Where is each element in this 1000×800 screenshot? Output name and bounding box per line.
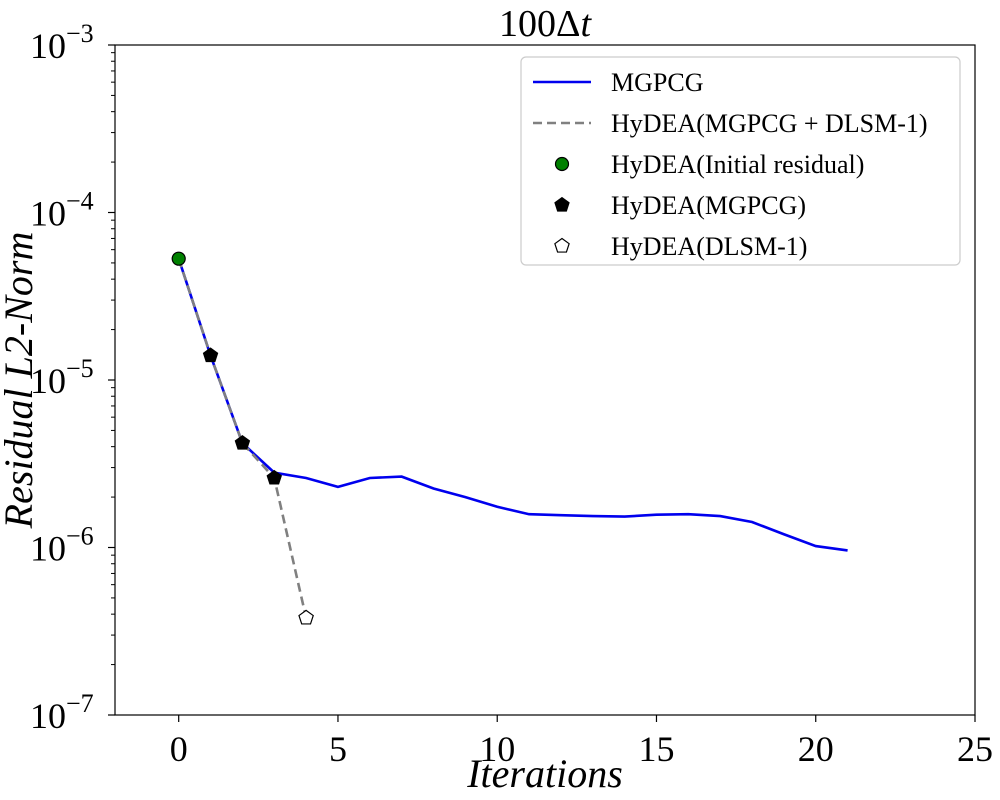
chart-title: 100Δt xyxy=(499,3,592,45)
x-tick-label: 25 xyxy=(957,729,993,769)
initial-residual-marker xyxy=(171,251,186,266)
initial-residual-marker-legend xyxy=(554,156,570,172)
y-axis-ticks: 10−7 10−6 10−5 10−4 10−3 xyxy=(30,19,115,736)
y-tick-label: 10−6 xyxy=(30,522,94,569)
plot-lines xyxy=(177,258,848,619)
x-tick-label: 0 xyxy=(170,729,188,769)
legend-label: HyDEA(Initial residual) xyxy=(611,150,864,179)
y-tick-label: 10−4 xyxy=(30,187,94,234)
legend-label: HyDEA(MGPCG) xyxy=(611,191,806,220)
y-tick-label: 10−7 xyxy=(30,689,94,736)
plot-markers xyxy=(171,251,314,625)
x-tick-label: 20 xyxy=(798,729,834,769)
y-minor-ticks xyxy=(111,52,115,666)
y-axis-label: Residual L2-Norm xyxy=(0,232,41,530)
mgpcg-pentagon-marker xyxy=(266,469,282,485)
legend-label: MGPCG xyxy=(611,68,703,97)
y-tick-label: 10−5 xyxy=(30,354,94,401)
legend-label: HyDEA(MGPCG + DLSM-1) xyxy=(611,109,928,138)
y-tick-label: 10−3 xyxy=(30,19,94,66)
mgpcg-pentagon-marker-legend xyxy=(554,196,570,212)
dlsm-pentagon-marker xyxy=(298,609,314,625)
dlsm-pentagon-marker-legend xyxy=(554,237,570,253)
x-tick-label: 15 xyxy=(638,729,674,769)
mgpcg-pentagon-marker xyxy=(202,347,219,363)
legend-label: HyDEA(DLSM-1) xyxy=(611,232,807,261)
x-tick-label: 10 xyxy=(479,729,515,769)
legend: MGPCG HyDEA(MGPCG + DLSM-1) HyDEA(Initial … xyxy=(520,56,961,266)
x-axis-label: Iterations xyxy=(466,751,623,796)
x-axis-ticks: 0 5 10 15 20 25 xyxy=(170,715,993,769)
x-tick-label: 5 xyxy=(329,729,347,769)
mgpcg-pentagon-marker xyxy=(234,434,251,450)
series-line-0 xyxy=(177,258,848,552)
legend-box xyxy=(520,56,961,266)
